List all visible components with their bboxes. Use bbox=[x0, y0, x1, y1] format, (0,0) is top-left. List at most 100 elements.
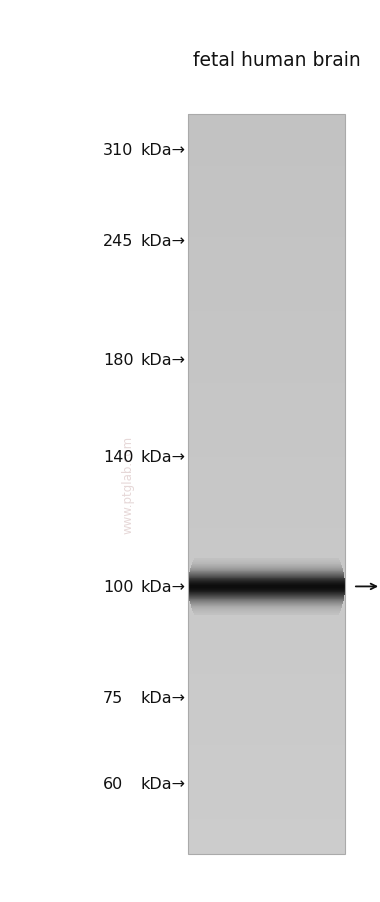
Bar bbox=[188, 295, 345, 298]
Bar bbox=[188, 657, 345, 660]
Bar bbox=[188, 812, 345, 815]
Bar bbox=[188, 554, 345, 557]
Bar bbox=[188, 548, 345, 551]
Bar bbox=[188, 364, 345, 367]
Bar bbox=[188, 731, 345, 734]
Bar bbox=[188, 231, 345, 234]
Bar bbox=[188, 682, 345, 685]
Bar bbox=[188, 637, 345, 640]
Bar bbox=[188, 610, 345, 613]
Bar bbox=[188, 325, 345, 327]
Bar bbox=[188, 729, 345, 732]
Bar bbox=[188, 536, 345, 539]
Bar bbox=[188, 290, 345, 293]
Bar bbox=[188, 832, 345, 835]
Bar bbox=[188, 750, 345, 753]
Bar bbox=[188, 123, 345, 125]
Bar bbox=[188, 472, 345, 475]
Bar bbox=[188, 674, 345, 677]
Text: 140: 140 bbox=[103, 449, 133, 465]
Bar bbox=[188, 152, 345, 155]
Bar bbox=[188, 329, 345, 332]
Bar bbox=[188, 815, 345, 817]
Bar bbox=[188, 797, 345, 800]
Bar bbox=[188, 440, 345, 443]
Bar bbox=[188, 689, 345, 692]
Bar bbox=[188, 142, 345, 145]
Bar bbox=[188, 261, 345, 263]
Text: kDa→: kDa→ bbox=[140, 449, 185, 465]
Bar bbox=[188, 398, 345, 401]
Bar bbox=[188, 147, 345, 150]
Bar bbox=[188, 612, 345, 615]
Bar bbox=[188, 191, 345, 194]
Bar bbox=[188, 568, 345, 571]
Bar bbox=[188, 302, 345, 305]
Bar bbox=[188, 507, 345, 510]
Bar bbox=[188, 721, 345, 724]
Bar bbox=[188, 783, 345, 786]
Bar bbox=[188, 652, 345, 655]
Bar bbox=[188, 713, 345, 716]
Bar bbox=[188, 428, 345, 431]
Bar bbox=[188, 581, 345, 584]
Bar bbox=[188, 564, 345, 566]
Bar bbox=[188, 275, 345, 278]
Bar bbox=[188, 238, 345, 241]
Bar bbox=[188, 262, 345, 266]
Bar bbox=[188, 389, 345, 391]
Bar bbox=[188, 477, 345, 480]
Bar bbox=[188, 628, 345, 630]
Bar bbox=[188, 243, 345, 246]
Bar bbox=[188, 672, 345, 675]
Bar bbox=[188, 241, 345, 244]
Bar bbox=[188, 585, 345, 588]
Bar bbox=[188, 309, 345, 312]
Bar bbox=[188, 467, 345, 470]
Bar bbox=[188, 649, 345, 652]
Bar bbox=[188, 573, 345, 576]
Bar bbox=[188, 482, 345, 485]
Bar bbox=[188, 558, 345, 561]
Bar bbox=[188, 226, 345, 229]
Bar bbox=[188, 418, 345, 421]
Bar bbox=[188, 408, 345, 411]
Bar bbox=[188, 474, 345, 477]
Bar bbox=[188, 795, 345, 798]
Bar bbox=[188, 780, 345, 783]
Bar bbox=[188, 632, 345, 635]
Bar bbox=[188, 270, 345, 273]
Bar bbox=[188, 716, 345, 719]
Bar bbox=[188, 164, 345, 167]
Bar bbox=[188, 373, 345, 376]
Bar bbox=[188, 369, 345, 372]
Bar bbox=[188, 383, 345, 386]
Bar bbox=[188, 157, 345, 160]
Bar bbox=[188, 393, 345, 396]
Bar bbox=[188, 465, 345, 468]
Bar bbox=[188, 221, 345, 224]
Bar bbox=[188, 410, 345, 413]
Bar bbox=[188, 134, 345, 137]
Bar bbox=[188, 336, 345, 339]
Bar bbox=[188, 775, 345, 778]
Bar bbox=[188, 824, 345, 827]
Bar bbox=[188, 758, 345, 761]
Bar bbox=[188, 519, 345, 522]
Bar bbox=[188, 211, 345, 214]
Bar bbox=[188, 480, 345, 483]
Bar bbox=[188, 288, 345, 290]
Bar bbox=[188, 463, 345, 465]
Bar bbox=[188, 571, 345, 574]
Bar bbox=[188, 214, 345, 216]
Bar bbox=[188, 620, 345, 623]
Bar bbox=[188, 457, 345, 460]
Bar bbox=[188, 208, 345, 211]
Bar bbox=[188, 598, 345, 601]
Bar bbox=[188, 184, 345, 187]
Bar bbox=[188, 124, 345, 128]
Bar bbox=[188, 588, 345, 591]
Bar bbox=[188, 187, 345, 189]
Bar bbox=[188, 726, 345, 729]
Bar bbox=[188, 344, 345, 347]
